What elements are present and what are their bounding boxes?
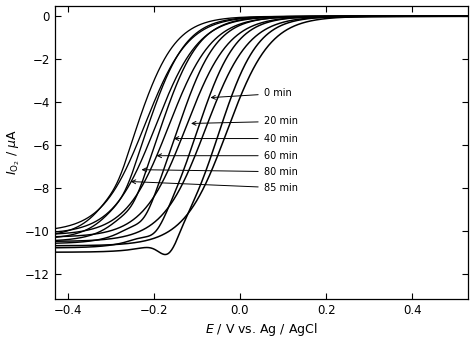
- X-axis label: $E$ / V vs. Ag / AgCl: $E$ / V vs. Ag / AgCl: [205, 321, 318, 338]
- Text: 0 min: 0 min: [211, 88, 292, 99]
- Text: 40 min: 40 min: [175, 133, 298, 143]
- Text: 60 min: 60 min: [158, 151, 298, 161]
- Y-axis label: $I_{\rm O_2}$ / $\mu$A: $I_{\rm O_2}$ / $\mu$A: [6, 130, 22, 175]
- Text: 20 min: 20 min: [192, 116, 298, 126]
- Text: 80 min: 80 min: [143, 167, 298, 177]
- Text: 85 min: 85 min: [132, 180, 298, 193]
